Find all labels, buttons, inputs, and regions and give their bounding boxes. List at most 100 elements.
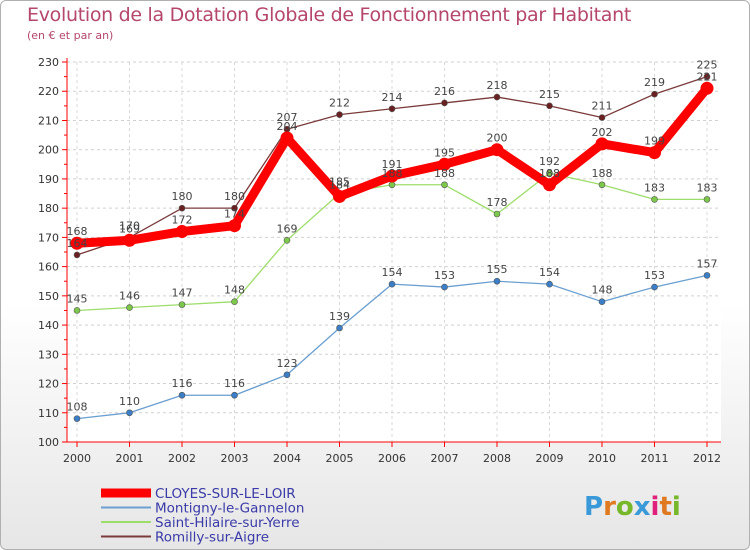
data-point bbox=[598, 114, 606, 121]
logo-letter: i bbox=[650, 492, 660, 522]
data-label: 180 bbox=[172, 190, 193, 203]
y-tick-label: 210 bbox=[38, 114, 59, 127]
data-label: 221 bbox=[697, 70, 718, 83]
data-point bbox=[175, 225, 189, 239]
data-label: 153 bbox=[644, 269, 665, 282]
y-tick-label: 200 bbox=[38, 144, 59, 157]
chart-title: Evolution de la Dotation Globale de Fonc… bbox=[27, 4, 632, 26]
data-point bbox=[493, 93, 501, 101]
data-point bbox=[73, 307, 81, 314]
data-point bbox=[598, 181, 606, 189]
data-label: 183 bbox=[697, 181, 718, 194]
data-point bbox=[336, 111, 343, 118]
data-point bbox=[231, 204, 238, 212]
data-point bbox=[228, 219, 241, 233]
y-tick-label: 170 bbox=[38, 231, 59, 244]
data-point bbox=[388, 181, 396, 189]
data-label: 180 bbox=[224, 190, 245, 203]
data-label: 188 bbox=[592, 167, 613, 180]
data-point bbox=[231, 298, 238, 305]
x-tick-label: 2003 bbox=[221, 452, 249, 465]
y-tick-label: 120 bbox=[38, 378, 59, 391]
data-label: 169 bbox=[277, 222, 298, 235]
data-label: 116 bbox=[224, 377, 245, 390]
data-point bbox=[123, 233, 136, 247]
data-label: 116 bbox=[172, 377, 193, 390]
x-tick-label: 2009 bbox=[536, 452, 564, 465]
data-label: 148 bbox=[592, 284, 613, 297]
y-tick-label: 100 bbox=[38, 436, 59, 449]
data-point bbox=[651, 90, 658, 98]
data-point bbox=[178, 204, 186, 212]
data-label: 147 bbox=[172, 287, 193, 300]
data-label: 123 bbox=[277, 357, 298, 370]
x-tick-label: 2008 bbox=[483, 452, 511, 465]
data-point bbox=[543, 178, 556, 192]
data-point bbox=[648, 146, 661, 160]
data-point bbox=[283, 237, 291, 244]
data-point bbox=[126, 304, 133, 311]
data-label: 202 bbox=[592, 126, 613, 139]
data-point bbox=[651, 196, 658, 203]
x-tick-label: 2000 bbox=[63, 452, 91, 465]
logo-letter: o bbox=[615, 492, 634, 522]
data-label: 172 bbox=[172, 214, 193, 227]
data-point bbox=[441, 283, 448, 291]
data-point bbox=[70, 236, 84, 250]
data-label: 154 bbox=[382, 266, 403, 279]
y-tick-label: 160 bbox=[38, 261, 59, 274]
data-point bbox=[493, 277, 501, 285]
proxiti-logo: Proxiti bbox=[584, 492, 681, 522]
data-label: 184 bbox=[329, 178, 350, 191]
data-label: 204 bbox=[277, 120, 298, 133]
data-label: 110 bbox=[119, 395, 140, 408]
y-tick-label: 180 bbox=[38, 202, 59, 215]
data-label: 174 bbox=[224, 208, 245, 221]
data-label: 146 bbox=[119, 290, 140, 303]
data-point bbox=[595, 137, 609, 151]
x-tick-label: 2004 bbox=[273, 452, 301, 465]
legend-label: Saint-Hilaire-sur-Yerre bbox=[155, 515, 300, 531]
y-tick-label: 150 bbox=[38, 290, 59, 303]
logo-letter: x bbox=[633, 492, 651, 522]
data-label: 211 bbox=[592, 100, 613, 113]
data-label: 216 bbox=[434, 85, 455, 98]
x-tick-label: 2007 bbox=[431, 452, 459, 465]
x-tick-label: 2012 bbox=[693, 452, 721, 465]
data-label: 219 bbox=[644, 76, 665, 89]
chart-subtitle: (en € et par an) bbox=[27, 29, 114, 42]
data-label: 154 bbox=[539, 266, 560, 279]
data-label: 215 bbox=[539, 88, 560, 101]
data-point bbox=[73, 251, 81, 259]
data-point bbox=[700, 81, 714, 95]
data-point bbox=[546, 280, 553, 288]
data-point bbox=[441, 181, 448, 189]
data-label: 155 bbox=[487, 263, 508, 276]
data-point bbox=[703, 196, 711, 203]
data-point bbox=[388, 105, 396, 113]
data-point bbox=[73, 415, 81, 422]
y-tick-label: 140 bbox=[38, 319, 59, 332]
data-point bbox=[126, 409, 133, 417]
data-point bbox=[231, 391, 238, 399]
x-tick-label: 2011 bbox=[641, 452, 669, 465]
y-tick-label: 130 bbox=[38, 348, 59, 361]
data-label: 199 bbox=[644, 135, 665, 148]
legend-label: Montigny-le-Gannelon bbox=[155, 501, 304, 517]
data-point bbox=[546, 102, 553, 110]
data-label: 188 bbox=[539, 167, 560, 180]
data-label: 139 bbox=[329, 310, 350, 323]
data-point bbox=[385, 169, 399, 183]
y-tick-label: 220 bbox=[38, 85, 59, 98]
plot-area bbox=[67, 62, 721, 442]
data-label: 200 bbox=[487, 132, 508, 145]
data-point bbox=[280, 131, 294, 145]
data-point bbox=[441, 99, 448, 107]
data-point bbox=[546, 169, 553, 177]
data-label: 164 bbox=[67, 237, 88, 250]
logo-letter: t bbox=[659, 492, 672, 522]
logo-letter: r bbox=[603, 492, 616, 522]
data-label: 191 bbox=[382, 158, 403, 171]
data-point bbox=[283, 371, 291, 379]
data-point bbox=[703, 73, 711, 80]
